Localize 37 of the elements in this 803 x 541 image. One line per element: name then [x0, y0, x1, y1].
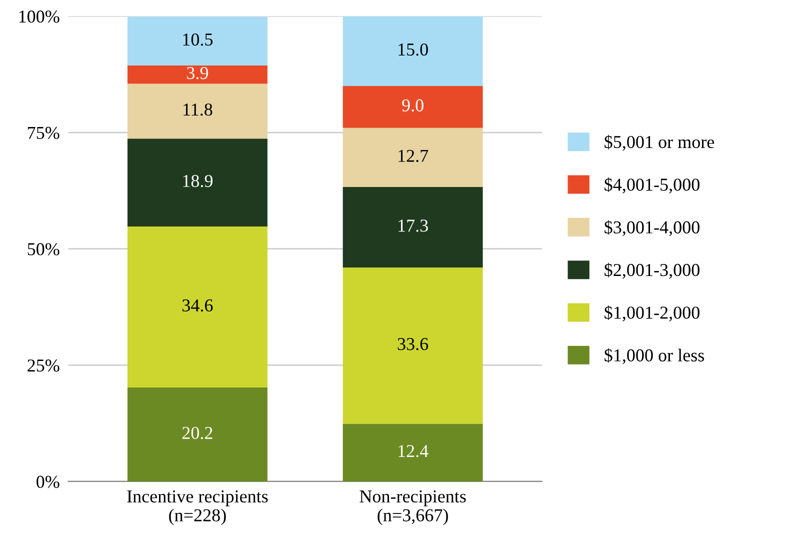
- bar: [127, 66, 268, 84]
- bar: [342, 86, 483, 128]
- legend-label: $5,001 or more: [604, 134, 714, 151]
- legend-label: $2,001-3,000: [604, 262, 700, 279]
- bar: [342, 424, 483, 482]
- data-label: 34.6: [182, 299, 213, 312]
- bar: [342, 186, 483, 268]
- bar: [342, 267, 483, 424]
- legend-label: $4,001-5,000: [604, 178, 700, 194]
- data-label: 20.2: [182, 426, 212, 440]
- y-tick-label: 0%: [36, 476, 60, 488]
- legend-label: $3,001-4,000: [604, 220, 700, 236]
- data-label: 15.0: [398, 43, 428, 56]
- data-label: 11.8: [184, 103, 212, 116]
- y-tick-label: 75%: [28, 126, 60, 140]
- data-label: 10.5: [183, 33, 213, 46]
- data-label: 12.4: [398, 445, 428, 458]
- data-label: 3.9: [187, 67, 208, 80]
- data-label: 17.3: [398, 220, 428, 232]
- data-label: 12.7: [398, 150, 428, 162]
- y-tick-label: 25%: [28, 359, 60, 372]
- bar: [127, 388, 268, 482]
- data-label: 9.0: [402, 99, 424, 112]
- bar: [342, 16, 483, 86]
- bar: [127, 16, 268, 66]
- bar: [342, 128, 483, 187]
- bar: [127, 138, 268, 227]
- data-label: 18.9: [183, 174, 213, 188]
- y-tick-label: 100%: [19, 10, 60, 23]
- y-tick-label: 50%: [28, 243, 60, 256]
- legend-label: $1,001-2,000: [604, 306, 700, 322]
- data-label: 33.6: [398, 338, 428, 350]
- x-tick-label: Non-recipients (n=3,667): [360, 490, 466, 526]
- bar: [127, 84, 268, 139]
- legend-label: $1,000 or less: [604, 348, 704, 364]
- x-tick-label: Incentive recipients (n=228): [127, 490, 268, 526]
- bar: [127, 226, 268, 388]
